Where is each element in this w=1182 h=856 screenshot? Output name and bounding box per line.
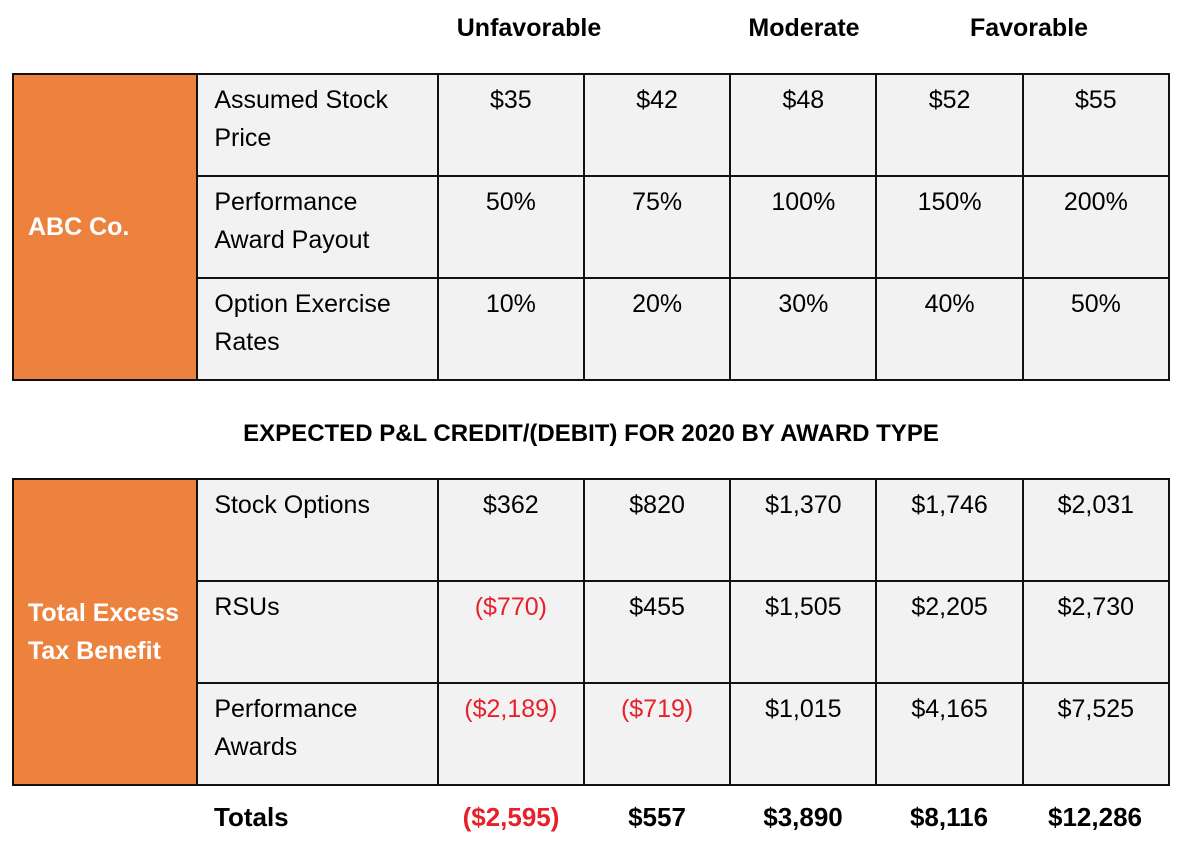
table-row: ABC Co. Assumed Stock Price $35 $42 $48 … — [11, 73, 1171, 381]
assumptions-table: ABC Co. Assumed Stock Price $35 $42 $48 … — [11, 73, 1171, 381]
cell: $2,205 — [875, 580, 1024, 684]
cell: $52 — [875, 73, 1024, 177]
cell-negative: ($770) — [436, 580, 585, 684]
header-favorable: Favorable — [969, 14, 1089, 42]
cell: 50% — [1021, 277, 1171, 381]
cell: 20% — [582, 277, 732, 381]
cell: 150% — [875, 175, 1024, 279]
row-label: Option Exercise Rates — [196, 277, 439, 381]
cell: $48 — [729, 73, 878, 177]
benefits-table: Total Excess Tax Benefit Stock Options $… — [11, 478, 1171, 786]
total-value: ($2,595) — [462, 802, 560, 832]
cell: 75% — [582, 175, 732, 279]
cell: $7,525 — [1021, 682, 1171, 786]
row-label: RSUs — [196, 580, 439, 684]
total-value: $3,890 — [763, 802, 843, 832]
table-row: Option Exercise Rates 10% 20% 30% 40% 50… — [13, 277, 1171, 381]
cell: 50% — [436, 175, 585, 279]
cell: $4,165 — [875, 682, 1024, 786]
table-row: RSUs ($770) $455 $1,505 $2,205 $2,730 — [13, 580, 1171, 684]
cell: $55 — [1021, 73, 1171, 177]
cell: $820 — [582, 478, 732, 582]
header-moderate: Moderate — [748, 14, 860, 42]
row-label: Performance Award Payout — [196, 175, 439, 279]
cell: $35 — [436, 73, 585, 177]
benefit-label: Total Excess Tax Benefit — [11, 478, 199, 786]
cell: 100% — [729, 175, 878, 279]
total-value: $557 — [628, 802, 686, 832]
cell: 200% — [1021, 175, 1171, 279]
cell: 30% — [729, 277, 878, 381]
cell: $2,031 — [1021, 478, 1171, 582]
row-label: Performance Awards — [196, 682, 439, 786]
cell: $42 — [582, 73, 732, 177]
table-row: Total Excess Tax Benefit Stock Options $… — [11, 478, 1171, 786]
cell: $1,370 — [729, 478, 878, 582]
cell-negative: ($2,189) — [436, 682, 585, 786]
row-label: Stock Options — [196, 478, 439, 582]
totals-row: Totals ($2,595) $557 $3,890 $8,116 $12,2… — [0, 802, 1182, 846]
section-title: EXPECTED P&L CREDIT/(DEBIT) FOR 2020 BY … — [243, 420, 939, 447]
cell-negative: ($719) — [582, 682, 732, 786]
cell: 10% — [436, 277, 585, 381]
cell: $1,015 — [729, 682, 878, 786]
cell: $362 — [436, 478, 585, 582]
cell: $1,505 — [729, 580, 878, 684]
total-value: $8,116 — [909, 802, 989, 832]
table-row: Performance Awards ($2,189) ($719) $1,01… — [13, 682, 1171, 786]
cell: $2,730 — [1021, 580, 1171, 684]
table-row: Performance Award Payout 50% 75% 100% 15… — [13, 175, 1171, 279]
header-unfavorable: Unfavorable — [456, 14, 602, 42]
cell: $1,746 — [875, 478, 1024, 582]
row-label: Assumed Stock Price — [196, 73, 439, 177]
total-value: $12,286 — [1048, 802, 1142, 832]
totals-label: Totals — [214, 802, 289, 832]
company-label: ABC Co. — [11, 73, 199, 381]
cell: 40% — [875, 277, 1024, 381]
cell: $455 — [582, 580, 732, 684]
